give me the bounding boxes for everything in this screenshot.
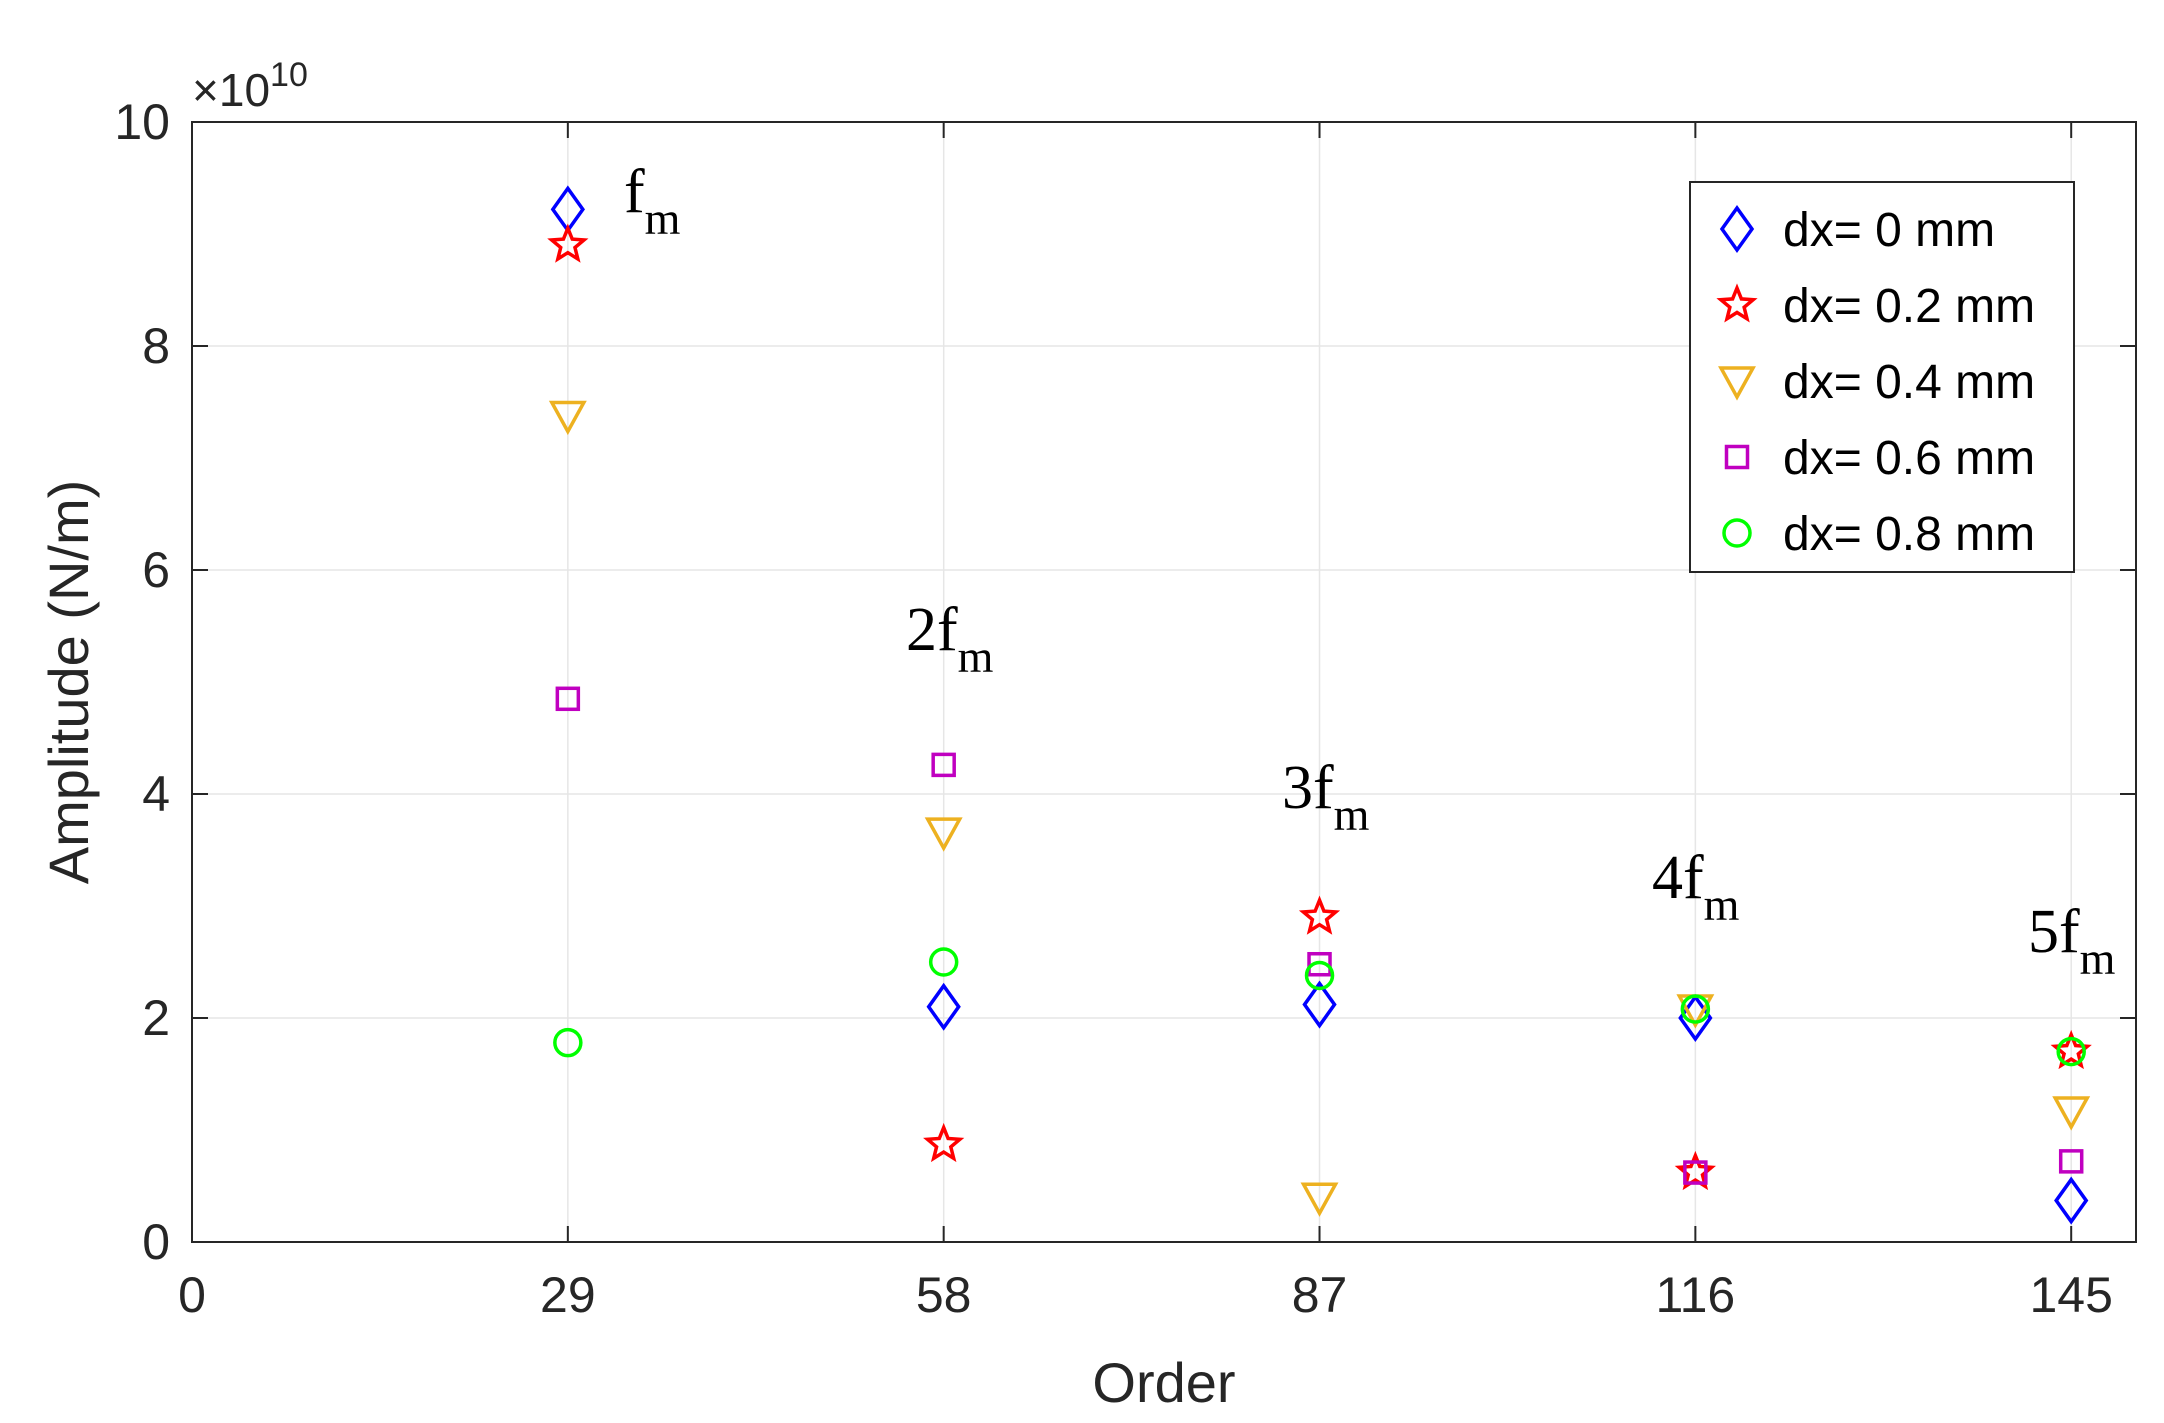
- y-tick-label: 0: [142, 1214, 170, 1270]
- data-point-square: [2058, 1149, 2084, 1174]
- x-tick-label: 29: [540, 1267, 596, 1323]
- legend-marker-circle: [1722, 518, 1752, 548]
- y-exponent-label: ×1010: [192, 56, 308, 116]
- data-point-triangle: [2052, 1096, 2091, 1131]
- ticks: [191, 121, 2136, 1243]
- legend-marker-diamond: [1719, 204, 1755, 254]
- data-point-triangle: [548, 400, 587, 436]
- data-point-circle: [2056, 1036, 2086, 1067]
- harmonic-label-main: 3f: [1282, 754, 1334, 822]
- harmonic-label: 5fm: [2028, 898, 2116, 984]
- legend-entry-label: dx= 0.8 mm: [1783, 508, 2035, 561]
- axes-box: [191, 121, 2137, 1243]
- x-tick-label: 145: [2029, 1267, 2112, 1323]
- x-tick-label: 116: [1656, 1267, 1736, 1323]
- harmonic-label-main: f: [624, 158, 645, 226]
- legend-entry-label: dx= 0 mm: [1783, 204, 1995, 257]
- data-point-triangle: [924, 817, 963, 852]
- data-point-star: [547, 223, 589, 263]
- data-point-square: [1307, 951, 1332, 977]
- harmonic-label-main: 4f: [1652, 844, 1704, 912]
- data-point-square: [555, 686, 581, 712]
- data-point-circle: [928, 947, 959, 977]
- y-axis-title: Amplitude (N/m): [37, 480, 100, 885]
- harmonic-label: 2fm: [906, 596, 994, 682]
- harmonic-label: 4fm: [1652, 844, 1740, 930]
- harmonic-label-sub: m: [645, 193, 681, 244]
- data-points: [547, 185, 2092, 1225]
- harmonic-label-sub: m: [2080, 933, 2116, 984]
- data-point-diamond: [2054, 1176, 2089, 1225]
- y-tick-labels: 0 2 4 6 8 10: [114, 94, 170, 1270]
- data-point-circle: [1680, 994, 1711, 1024]
- legend-entry-label: dx= 0.2 mm: [1783, 280, 2035, 333]
- data-point-diamond: [1678, 993, 1713, 1043]
- harmonic-label-main: 5f: [2028, 898, 2080, 966]
- y-exponent-power: 10: [270, 56, 308, 94]
- harmonic-label: 3fm: [1282, 754, 1370, 840]
- x-tick-label: 0: [178, 1267, 206, 1323]
- y-tick-label: 6: [142, 542, 170, 598]
- legend-entry-label: dx= 0.6 mm: [1783, 432, 2035, 485]
- harmonic-label-sub: m: [958, 631, 994, 682]
- legend-marker-square: [1724, 444, 1750, 470]
- data-point-triangle: [1300, 1182, 1339, 1217]
- harmonic-label-sub: m: [1704, 879, 1740, 930]
- y-tick-label: 10: [114, 94, 170, 150]
- data-point-square: [1683, 1160, 1708, 1185]
- harmonic-label: fm: [624, 158, 681, 244]
- y-tick-label: 4: [142, 766, 170, 822]
- y-exponent-base: ×10: [192, 64, 270, 116]
- data-point-circle: [1304, 960, 1335, 991]
- y-tick-label: 8: [142, 318, 170, 374]
- y-tick-label: 2: [142, 990, 170, 1046]
- legend-box: [1689, 181, 2075, 573]
- data-point-circle: [553, 1027, 583, 1058]
- data-point-star: [923, 1122, 965, 1163]
- data-point-square: [931, 752, 956, 778]
- data-point-star: [1298, 895, 1341, 935]
- legend-entry-label: dx= 0.4 mm: [1783, 356, 2035, 409]
- x-tick-label: 58: [916, 1267, 972, 1323]
- data-point-diamond: [926, 982, 961, 1031]
- legend-marker-triangle: [1718, 366, 1756, 401]
- data-point-diamond: [1302, 980, 1337, 1029]
- x-tick-labels: 0 29 58 87 116 145: [178, 1267, 2113, 1323]
- harmonic-label-sub: m: [1334, 789, 1370, 840]
- legend-marker-star: [1716, 283, 1758, 323]
- harmonic-label-main: 2f: [906, 596, 958, 664]
- x-axis-title: Order: [1092, 1351, 1235, 1414]
- legend: dx= 0 mm dx= 0.2 mm dx= 0.4 mm dx= 0.6 mm dx…: [1689, 181, 2075, 573]
- x-tick-label: 87: [1292, 1267, 1348, 1323]
